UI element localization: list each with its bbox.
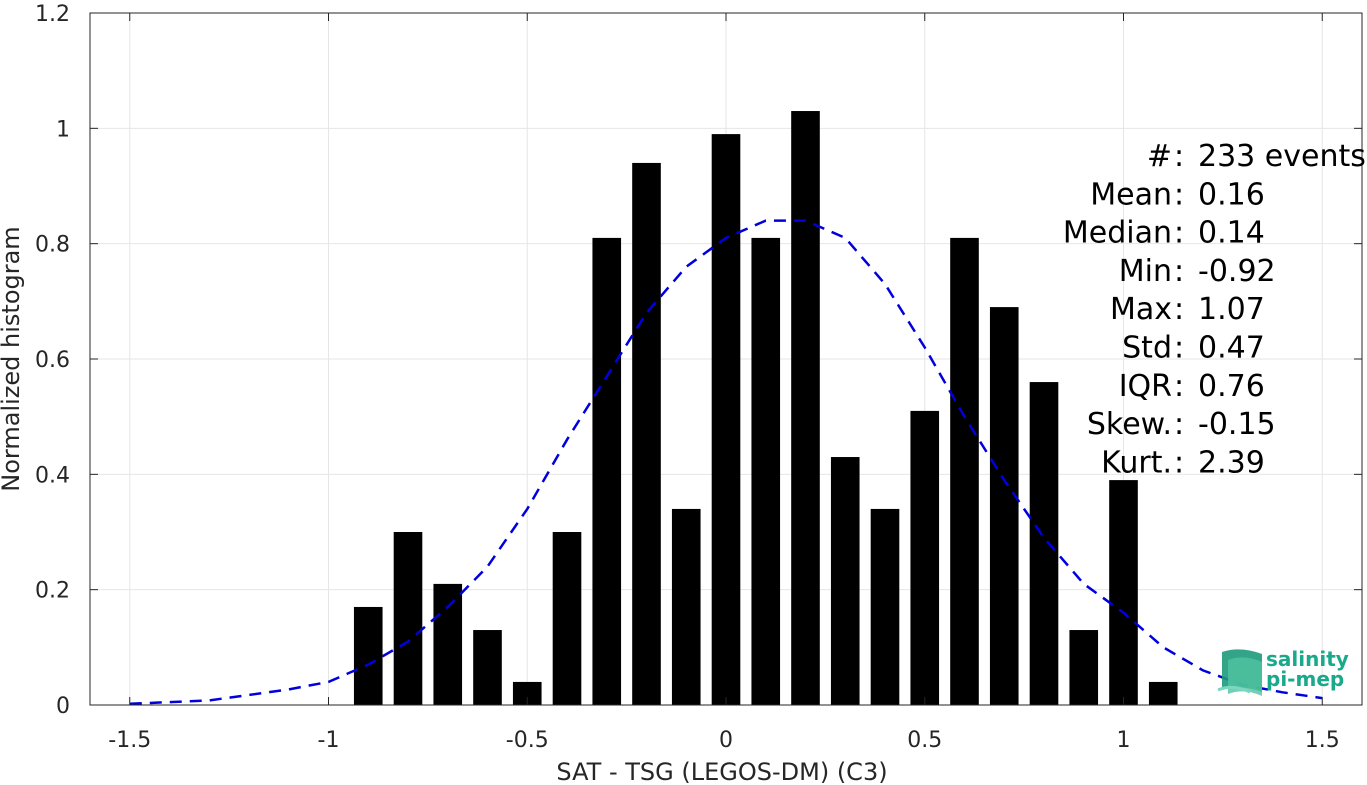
stat-value: 0.16 [1198,177,1265,212]
x-axis-label: SAT - TSG (LEGOS-DM) (C3) [556,758,887,785]
histogram-bar [1148,681,1178,705]
histogram-bar [870,508,900,705]
gaussian-fit-curve [129,219,1323,706]
stat-label: Mean [1090,177,1172,212]
x-tick-label: 1.5 [1305,728,1340,753]
histogram-bar [552,532,582,705]
stat-label: Kurt. [1101,445,1172,480]
stat-value: 1.07 [1198,292,1265,327]
y-axis-label: Normalized histogram [0,226,25,491]
stat-value: 2.39 [1198,445,1265,480]
y-tick-label: 0.2 [35,579,70,604]
stat-separator: : [1174,216,1184,251]
histogram-bar [1109,480,1138,705]
stat-value: -0.92 [1198,254,1276,289]
histogram-bar [910,410,940,705]
y-tick-label: 1 [56,117,70,142]
stat-label: Median [1063,216,1172,251]
stat-separator: : [1174,139,1184,174]
stat-label: Skew. [1087,407,1172,442]
y-tick-label: 0.6 [35,348,70,373]
stat-separator: : [1174,369,1184,404]
histogram-bar [473,630,502,705]
y-tick-label: 1.2 [35,2,70,27]
stat-label: Min [1119,254,1172,289]
stat-value: 0.14 [1198,216,1265,251]
histogram-bar [393,532,423,705]
y-tick-label: 0 [56,694,70,719]
y-tick-label: 0.8 [35,233,70,258]
salinity-pimep-logo: salinity pi-mep [1217,647,1349,696]
stat-value: 0.76 [1198,369,1265,404]
stat-separator: : [1174,331,1184,366]
stat-label: # [1147,139,1172,174]
x-tick-label: -0.5 [506,728,549,753]
histogram-bar [830,457,860,705]
stat-value: 233 events [1198,139,1366,174]
stat-value: -0.15 [1198,407,1276,442]
x-tick-label: 1 [1117,728,1131,753]
histogram-bar [671,508,701,705]
histogram-bar [791,111,820,706]
stat-label: Max [1110,292,1172,327]
y-tick-label: 0.4 [35,463,70,488]
histogram-bar [592,237,622,705]
histogram-bar [711,134,741,706]
stat-separator: : [1174,407,1184,442]
histogram-bar [433,583,463,705]
histogram-bar [512,681,542,705]
axis-ticks: -1.5 -1 -0.5 0 0.5 1 1.5 0 0.2 0.4 0.6 0.8 1 1.2 [35,2,1362,753]
logo-text-line1: salinity [1266,647,1349,671]
x-tick-label: -1 [318,728,340,753]
histogram-bar [353,606,383,705]
histogram-bar [989,307,1019,705]
x-tick-label: 0 [719,728,733,753]
histogram-bar [751,237,781,705]
histogram-bar [1069,630,1099,705]
stat-value: 0.47 [1198,331,1265,366]
stat-separator: : [1174,254,1184,289]
histogram-bar [632,162,661,705]
logo-mark [1217,649,1262,696]
histogram-bars [353,111,1178,706]
x-tick-label: -1.5 [108,728,151,753]
stat-label: Std [1122,331,1172,366]
stat-separator: : [1174,445,1184,480]
histogram-bar [950,237,979,705]
stat-label: IQR [1119,369,1172,404]
x-tick-label: 0.5 [907,728,942,753]
logo-text-line2: pi-mep [1266,667,1344,691]
stat-separator: : [1174,177,1184,212]
histogram-bar [1029,382,1059,705]
stat-separator: : [1174,292,1184,327]
